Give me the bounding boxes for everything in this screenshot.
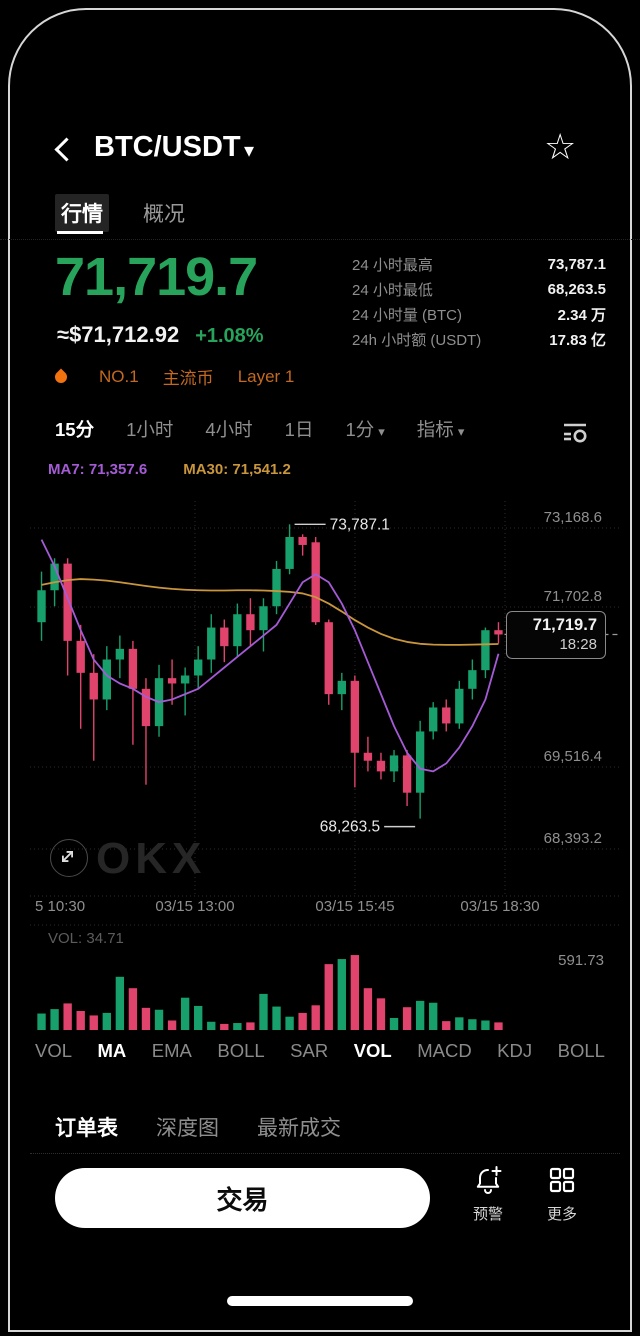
last-price-tag: 71,719.7 18:28 bbox=[506, 611, 606, 659]
volume-label: VOL: 34.71 bbox=[48, 930, 124, 947]
tf-1m-dropdown[interactable]: 1分 ▾ bbox=[345, 419, 385, 440]
chart-settings-icon[interactable] bbox=[560, 418, 590, 451]
badge-no1[interactable]: NO.1 bbox=[99, 366, 139, 386]
badge-mainstream[interactable]: 主流币 bbox=[162, 369, 214, 388]
stat-label: 24 小时量 (BTC) bbox=[352, 307, 463, 324]
caret-down-icon: ▾ bbox=[378, 424, 385, 439]
svg-text:71,702.8: 71,702.8 bbox=[544, 588, 602, 605]
ind-ema[interactable]: EMA bbox=[151, 1040, 192, 1061]
stat-label: 24 小时最高 bbox=[352, 257, 433, 274]
pair-title[interactable]: BTC/USDT bbox=[94, 131, 241, 163]
x-tick: 5 10:30 bbox=[35, 898, 86, 915]
svg-text:68,263.5: 68,263.5 bbox=[320, 819, 380, 836]
volume-chart[interactable] bbox=[0, 924, 640, 1036]
grid-icon bbox=[549, 1167, 575, 1193]
bottom-tab-row: 订单表 深度图 最新成交 bbox=[55, 1112, 341, 1142]
caret-down-icon: ▾ bbox=[457, 424, 465, 439]
timeframe-row: 15分 1小时 4小时 1日 1分 ▾ 指标 ▾ bbox=[55, 416, 464, 442]
bottom-separator bbox=[30, 1153, 620, 1154]
indicator-dropdown[interactable]: 指标 ▾ bbox=[416, 419, 465, 440]
change-percent: +1.08% bbox=[195, 325, 264, 347]
tab-quotes[interactable]: 行情 bbox=[55, 194, 109, 232]
stat-row-volume-btc: 24 小时量 (BTC) 2.34 万 bbox=[352, 302, 606, 327]
fiat-row: ≈$71,712.92 +1.08% bbox=[57, 322, 264, 348]
ind-macd[interactable]: MACD bbox=[417, 1040, 472, 1061]
tab-depth-chart[interactable]: 深度图 bbox=[156, 1117, 219, 1140]
bell-plus-icon bbox=[476, 1166, 502, 1194]
ma-labels: MA7: 71,357.6 MA30: 71,541.2 bbox=[48, 461, 291, 478]
more-label: 更多 bbox=[546, 1206, 577, 1223]
ma7-label: MA7: 71,357.6 bbox=[48, 461, 148, 478]
ind-ma[interactable]: MA bbox=[97, 1040, 127, 1061]
stat-label: 24h 小时额 (USDT) bbox=[352, 332, 482, 349]
x-tick: 03/15 13:00 bbox=[155, 898, 235, 915]
ind-vol-2[interactable]: VOL bbox=[353, 1040, 392, 1061]
active-tab-underline bbox=[57, 231, 103, 234]
stat-label: 24 小时最低 bbox=[352, 282, 433, 299]
stat-row-high: 24 小时最高 73,787.1 bbox=[352, 252, 606, 277]
tag-price: 71,719.7 bbox=[532, 616, 597, 634]
back-icon[interactable] bbox=[54, 137, 79, 162]
tf-15m[interactable]: 15分 bbox=[55, 419, 95, 440]
stat-row-turnover-usdt: 24h 小时额 (USDT) 17.83 亿 bbox=[352, 327, 606, 352]
stats-panel: 24 小时最高 73,787.1 24 小时最低 68,263.5 24 小时量… bbox=[352, 252, 606, 352]
stat-row-low: 24 小时最低 68,263.5 bbox=[352, 277, 606, 302]
volume-scale-max: 591.73 bbox=[558, 952, 604, 969]
ind-kdj[interactable]: KDJ bbox=[497, 1040, 533, 1061]
fiat-price: ≈$71,712.92 bbox=[57, 322, 180, 347]
alert-button[interactable]: 预警 bbox=[458, 1164, 518, 1224]
favorite-star-icon[interactable]: ☆ bbox=[544, 126, 577, 167]
flame-icon bbox=[52, 368, 70, 385]
home-indicator[interactable] bbox=[227, 1296, 413, 1306]
tf-4h[interactable]: 4小时 bbox=[205, 419, 253, 440]
stat-value: 17.83 亿 bbox=[549, 332, 606, 349]
x-axis-labels: 5 10:30 03/15 13:00 03/15 15:45 03/15 18… bbox=[0, 898, 640, 920]
x-tick: 03/15 18:30 bbox=[460, 898, 540, 915]
ind-boll-1[interactable]: BOLL bbox=[217, 1040, 265, 1061]
stat-value: 2.34 万 bbox=[557, 307, 606, 324]
last-price: 71,719.7 bbox=[55, 247, 258, 307]
alert-label: 预警 bbox=[472, 1206, 503, 1223]
tab-overview[interactable]: 概况 bbox=[143, 203, 185, 226]
svg-text:73,168.6: 73,168.6 bbox=[544, 509, 602, 526]
ind-sar[interactable]: SAR bbox=[290, 1040, 329, 1061]
ind-boll-2[interactable]: BOLL bbox=[557, 1040, 605, 1061]
tf-1d[interactable]: 1日 bbox=[284, 419, 314, 440]
x-tick: 03/15 15:45 bbox=[315, 898, 395, 915]
svg-text:69,516.4: 69,516.4 bbox=[544, 748, 602, 765]
badge-row: NO.1 主流币 Layer 1 bbox=[52, 364, 295, 389]
tag-time: 18:28 bbox=[559, 636, 597, 653]
svg-text:68,393.2: 68,393.2 bbox=[544, 830, 602, 847]
ma30-label: MA30: 71,541.2 bbox=[183, 461, 291, 478]
stat-value: 73,787.1 bbox=[547, 256, 606, 273]
fullscreen-expand-icon[interactable] bbox=[50, 839, 88, 877]
candlestick-chart[interactable]: 73,168.6 71,702.8 69,516.4 68,393.2 73,787.1… bbox=[0, 455, 640, 900]
badge-layer1[interactable]: Layer 1 bbox=[237, 366, 295, 386]
page-tabs: 行情 概况 bbox=[55, 194, 191, 232]
header-separator bbox=[0, 239, 640, 240]
pair-dropdown-caret-icon[interactable]: ▾ bbox=[244, 140, 255, 162]
ind-vol-1[interactable]: VOL bbox=[35, 1040, 73, 1061]
trade-button[interactable]: 交易 bbox=[55, 1168, 430, 1228]
tab-latest-trades[interactable]: 最新成交 bbox=[257, 1117, 341, 1140]
more-button[interactable]: 更多 bbox=[532, 1164, 592, 1224]
tab-order-book[interactable]: 订单表 bbox=[55, 1117, 118, 1140]
indicator-tab-row: VOL MA EMA BOLL SAR VOL MACD KDJ BOLL bbox=[35, 1040, 605, 1062]
stat-value: 68,263.5 bbox=[547, 281, 606, 298]
svg-text:73,787.1: 73,787.1 bbox=[330, 516, 390, 533]
okx-watermark: OKX bbox=[96, 834, 207, 883]
tf-1h[interactable]: 1小时 bbox=[126, 419, 174, 440]
